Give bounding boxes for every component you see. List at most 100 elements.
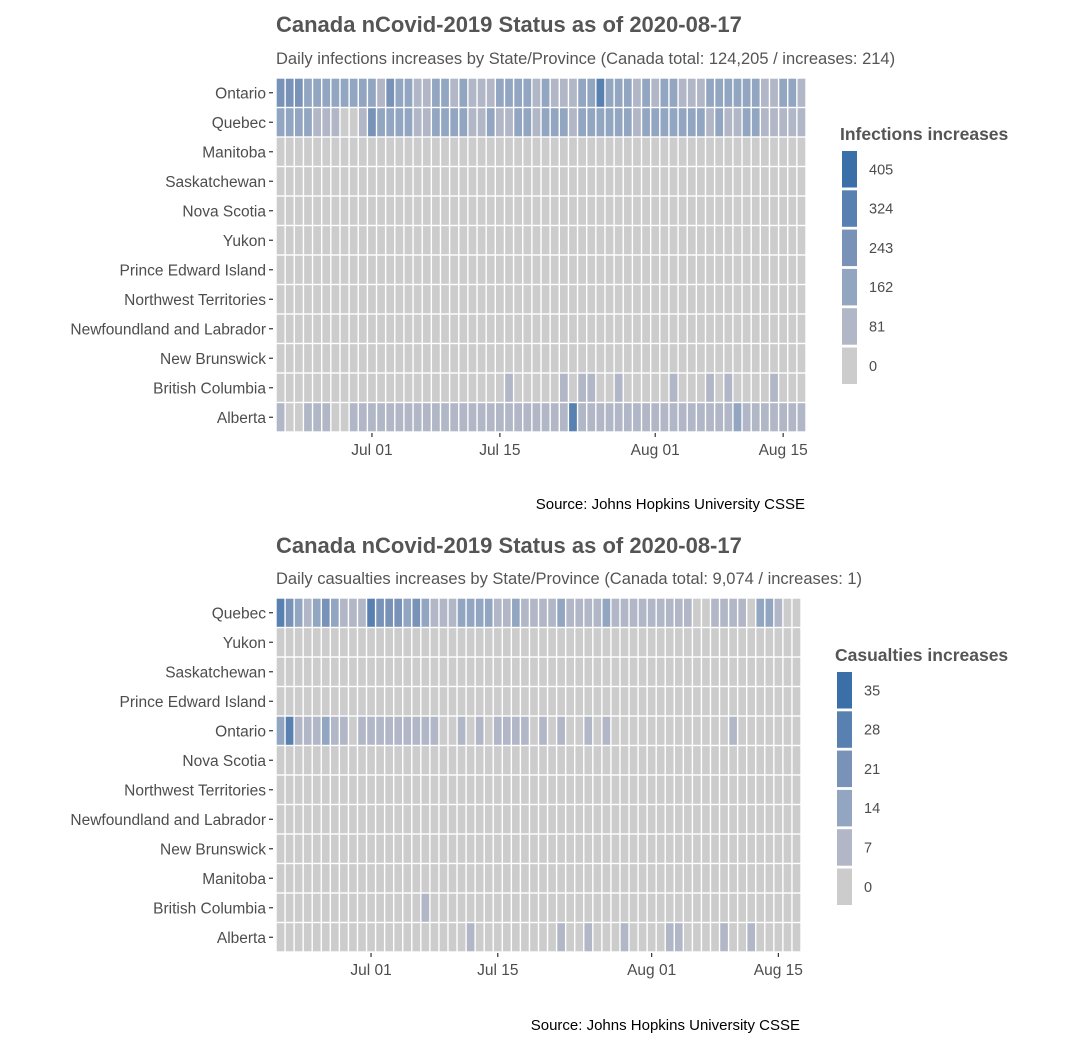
heatmap-cell <box>385 834 393 863</box>
heatmap-cell <box>331 285 340 314</box>
heatmap-cell <box>656 746 665 775</box>
heatmap-cell <box>715 167 724 196</box>
heatmap-cell <box>742 285 751 314</box>
heatmap-cell <box>312 864 321 893</box>
heatmap-cell <box>751 373 760 402</box>
heatmap-cell <box>412 628 421 657</box>
heatmap-cell <box>765 893 774 922</box>
legend-key <box>837 829 852 866</box>
heatmap-cell <box>475 687 484 716</box>
heatmap-cell <box>656 893 665 922</box>
heatmap-cell <box>475 893 484 922</box>
heatmap-cell <box>331 108 340 137</box>
heatmap-cell <box>788 137 797 166</box>
heatmap-cell <box>312 923 321 952</box>
heatmap-cell <box>584 923 593 952</box>
heatmap-cell <box>514 196 523 225</box>
heatmap-cell <box>770 167 778 196</box>
heatmap-cell <box>493 923 502 952</box>
heatmap-cell <box>633 285 641 314</box>
heatmap-cell <box>747 687 756 716</box>
heatmap-cell <box>532 255 541 284</box>
heatmap-cell <box>532 373 541 402</box>
heatmap-cell <box>496 255 504 284</box>
heatmap-cell <box>322 344 331 373</box>
heatmap-cell <box>466 834 475 863</box>
heatmap-cell <box>313 314 321 343</box>
heatmap-cell <box>584 834 593 863</box>
heatmap-cell <box>312 687 321 716</box>
heatmap-cell <box>770 285 778 314</box>
heatmap-cell <box>530 775 538 804</box>
heatmap-cell <box>505 403 513 432</box>
legend-label: 324 <box>869 202 893 218</box>
heatmap-cell <box>523 255 532 284</box>
heatmap-cell <box>557 864 565 893</box>
heatmap-cell <box>614 255 623 284</box>
heatmap-cell <box>587 167 596 196</box>
heatmap-cell <box>459 196 468 225</box>
heatmap-cell <box>468 137 477 166</box>
heatmap-cell <box>331 78 340 107</box>
heatmap-cell <box>706 167 714 196</box>
heatmap-cell <box>285 628 294 657</box>
heatmap-cell <box>647 746 656 775</box>
heatmap-cell <box>559 78 568 107</box>
heatmap-cell <box>276 893 285 922</box>
heatmap-cell <box>738 628 746 657</box>
heatmap-cell <box>669 196 678 225</box>
heatmap-cell <box>421 834 430 863</box>
heatmap-cell <box>678 167 687 196</box>
heatmap-cell <box>303 716 312 745</box>
heatmap-cell <box>765 834 774 863</box>
heatmap-cell <box>656 775 665 804</box>
heatmap-cell <box>421 893 430 922</box>
heatmap-cell <box>623 344 632 373</box>
heatmap-cell <box>321 746 330 775</box>
heatmap-cell <box>385 805 393 834</box>
heatmap-cell <box>584 716 593 745</box>
heatmap-cell <box>512 746 520 775</box>
heatmap-cell <box>367 864 375 893</box>
heatmap-cell <box>532 314 541 343</box>
heatmap-cell <box>779 167 788 196</box>
heatmap-cell <box>466 687 475 716</box>
heatmap-cell <box>340 196 349 225</box>
heatmap-cell <box>738 687 746 716</box>
heatmap-cell <box>539 746 547 775</box>
heatmap-cell <box>569 196 577 225</box>
heatmap-cell <box>521 657 529 686</box>
heatmap-cell <box>394 628 403 657</box>
heatmap-cell <box>450 373 459 402</box>
heatmap-cell <box>422 108 431 137</box>
heatmap-cell <box>331 167 340 196</box>
heatmap-cell <box>605 403 614 432</box>
heatmap-cell <box>550 285 559 314</box>
heatmap-cell <box>602 716 611 745</box>
heatmap-cell <box>647 923 656 952</box>
heatmap-cell <box>729 775 737 804</box>
heatmap-cell <box>394 864 403 893</box>
plot-panel <box>276 598 801 952</box>
heatmap-cell <box>367 746 375 775</box>
heatmap-cell <box>578 167 586 196</box>
heatmap-cell <box>629 687 638 716</box>
heatmap-cell <box>593 834 602 863</box>
heatmap-cell <box>557 834 565 863</box>
heatmap-cell <box>276 746 285 775</box>
heatmap-cell <box>596 344 605 373</box>
heatmap-cell <box>505 314 513 343</box>
heatmap-cell <box>285 167 294 196</box>
heatmap-cell <box>430 805 439 834</box>
heatmap-cell <box>486 373 495 402</box>
heatmap-cell <box>404 373 413 402</box>
heatmap-cell <box>432 255 440 284</box>
heatmap-cell <box>602 687 611 716</box>
heatmap-cell <box>294 137 303 166</box>
casualties-heatmap-panel: Canada nCovid-2019 Status as of 2020-08-… <box>70 533 1008 1034</box>
heatmap-cell <box>358 167 367 196</box>
heatmap-cell <box>656 657 665 686</box>
heatmap-cell <box>386 403 395 432</box>
heatmap-cell <box>313 137 321 166</box>
heatmap-cell <box>687 167 696 196</box>
